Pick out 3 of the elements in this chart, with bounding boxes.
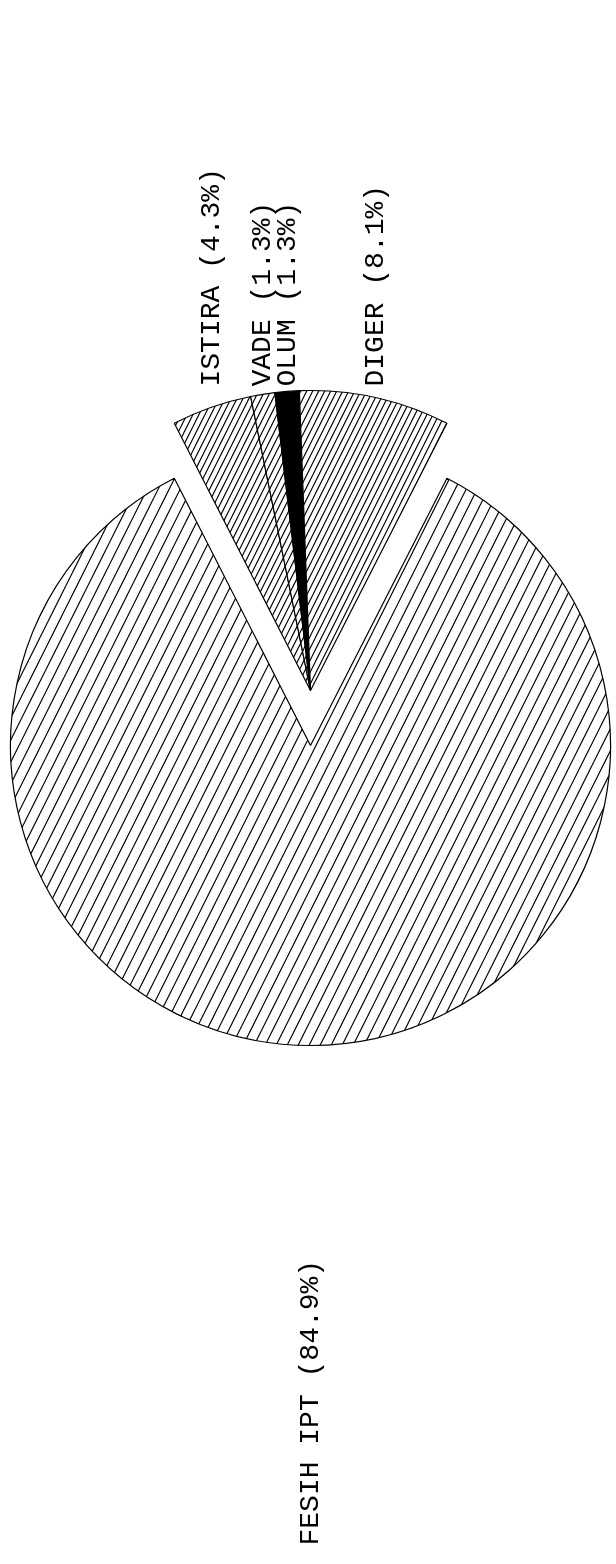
slice-label: DIGER (8.1%) <box>359 184 391 387</box>
slice-label: FESIH IPT (84.9%) <box>294 1259 326 1546</box>
slice-label: ISTIRA (4.3%) <box>196 168 228 387</box>
